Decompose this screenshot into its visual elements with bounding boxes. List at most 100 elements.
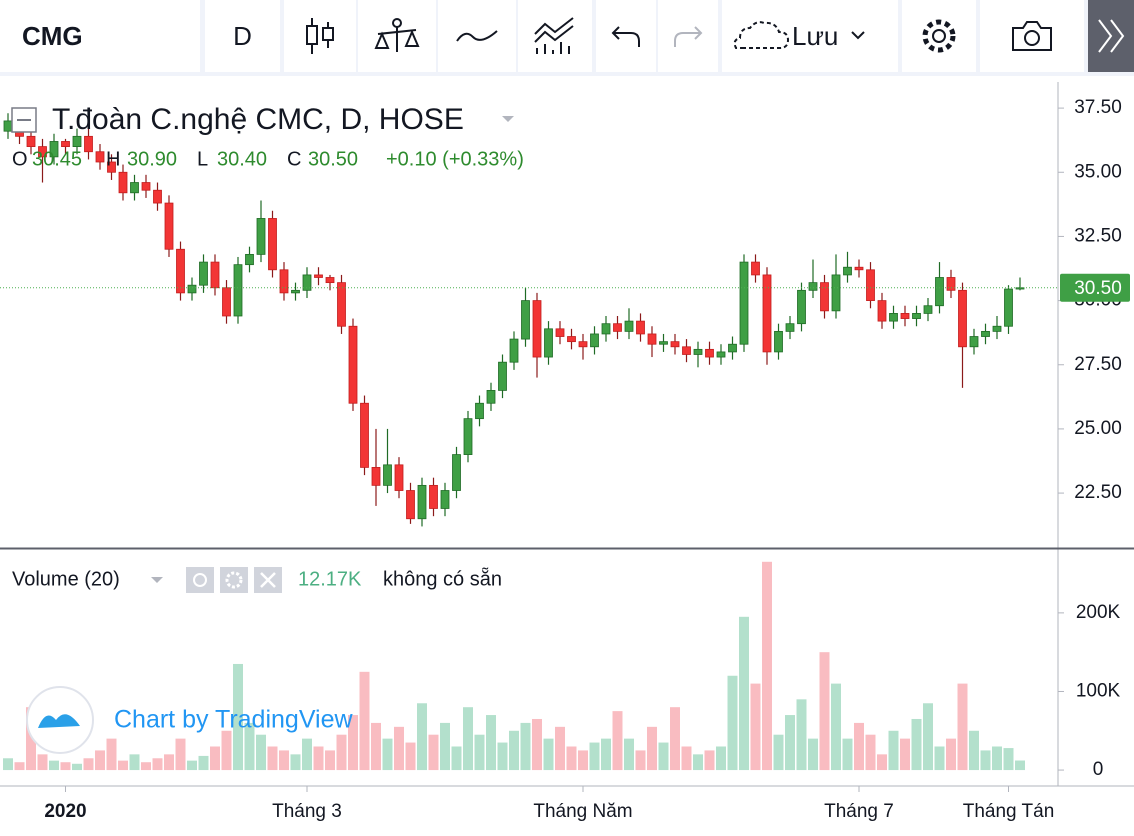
volume-bar xyxy=(980,750,991,771)
candle-body xyxy=(371,467,381,486)
y-tick-label: 100K xyxy=(1076,680,1121,701)
last-price-label: 30.50 xyxy=(1074,278,1122,299)
candle-body xyxy=(946,277,956,291)
volume-caret[interactable] xyxy=(151,577,163,583)
candle-body xyxy=(969,336,979,348)
last-price-box xyxy=(1060,273,1130,302)
candle-body xyxy=(440,490,450,509)
candle-body xyxy=(935,277,944,307)
volume-bar xyxy=(95,750,105,771)
candle-body xyxy=(774,330,783,353)
compare-button[interactable] xyxy=(438,0,516,72)
candle-body xyxy=(728,343,737,353)
save-button[interactable]: Lưu xyxy=(722,0,898,72)
volume-bar xyxy=(877,754,887,771)
volume-bar xyxy=(336,734,347,771)
volume-bar xyxy=(14,762,25,771)
candle-body xyxy=(302,274,312,291)
candle-body xyxy=(923,305,933,314)
redo-button[interactable] xyxy=(658,0,718,72)
volume-bar xyxy=(1003,748,1014,771)
volume-bar xyxy=(704,750,715,771)
candle-body xyxy=(38,146,47,158)
candle-body xyxy=(141,182,151,191)
candle-body xyxy=(394,464,404,491)
volume-bar xyxy=(773,734,784,771)
eye-button[interactable] xyxy=(186,567,214,593)
volume-bar xyxy=(555,726,565,771)
settings-button[interactable] xyxy=(902,0,976,72)
volume-bar xyxy=(808,738,818,771)
candle-body xyxy=(84,135,93,153)
candle-body xyxy=(716,351,726,358)
candle-body xyxy=(705,348,714,358)
y-tick-label: 25.00 xyxy=(1074,418,1122,439)
candle-body xyxy=(164,202,174,250)
candle-body xyxy=(95,151,105,163)
volume-bar xyxy=(589,742,600,771)
candle-icon xyxy=(306,18,334,54)
volume-bar xyxy=(635,750,646,771)
volume-bar xyxy=(118,760,128,771)
candle-body xyxy=(636,320,645,335)
volume-bar xyxy=(865,734,876,771)
candle-body xyxy=(348,325,358,404)
candle-body xyxy=(130,182,139,194)
candle-body xyxy=(314,274,323,278)
title-caret[interactable] xyxy=(502,116,514,122)
candle-body xyxy=(452,454,461,491)
volume-bar xyxy=(3,758,13,771)
volume-bar xyxy=(49,760,59,771)
candle-body xyxy=(61,141,70,147)
settings-button[interactable] xyxy=(220,567,248,593)
candle-body xyxy=(854,266,864,271)
line-icon xyxy=(456,30,498,42)
candle-body xyxy=(866,269,875,301)
studies-button[interactable] xyxy=(518,0,592,72)
volume-bar xyxy=(1015,760,1025,771)
candle-body xyxy=(647,333,657,345)
candle-body xyxy=(762,274,772,353)
volume-bar xyxy=(394,726,404,771)
symbol-button[interactable]: CMG xyxy=(0,0,200,72)
volume-bar xyxy=(854,722,864,771)
gear-icon xyxy=(225,571,243,589)
volume-note: không có sẵn xyxy=(383,567,502,590)
indicators-button[interactable] xyxy=(358,0,436,72)
candle-body xyxy=(3,120,13,132)
studies-icon xyxy=(534,17,574,54)
candle-body xyxy=(49,141,59,158)
candle-body xyxy=(245,253,254,266)
candle-body xyxy=(739,261,749,345)
volume-bar xyxy=(348,715,358,771)
volume-bar xyxy=(681,746,692,771)
candle-body xyxy=(785,323,795,332)
volume-bar xyxy=(428,734,439,771)
chart-type-button[interactable] xyxy=(284,0,356,72)
watermark-text[interactable]: Chart by TradingView xyxy=(114,706,353,734)
volume-bar xyxy=(221,730,232,771)
fullscreen-button[interactable] xyxy=(1088,0,1134,72)
volume-bar xyxy=(601,738,611,771)
candle-body xyxy=(544,328,553,358)
candle-body xyxy=(325,277,335,284)
y-tick-label: 35.00 xyxy=(1074,161,1122,182)
candle-body xyxy=(26,135,36,147)
snapshot-button[interactable] xyxy=(980,0,1084,72)
volume-bar xyxy=(417,703,427,771)
y-tick-label: 0 xyxy=(1093,759,1104,780)
candle-body xyxy=(498,361,507,391)
candle-body xyxy=(279,269,289,294)
watermark-cloud xyxy=(38,714,80,728)
ohlc-label: C xyxy=(287,148,301,170)
volume-bar xyxy=(992,746,1002,771)
candle-body xyxy=(199,261,208,286)
volume-bar xyxy=(233,663,243,771)
volume-bar xyxy=(405,742,416,771)
y-tick-label: 200K xyxy=(1076,602,1121,623)
x-tick-label: Tháng Tán xyxy=(963,801,1055,822)
undo-button[interactable] xyxy=(596,0,656,72)
candle-body xyxy=(900,313,910,319)
interval-button[interactable]: D xyxy=(205,0,280,72)
candle-body xyxy=(107,161,116,173)
